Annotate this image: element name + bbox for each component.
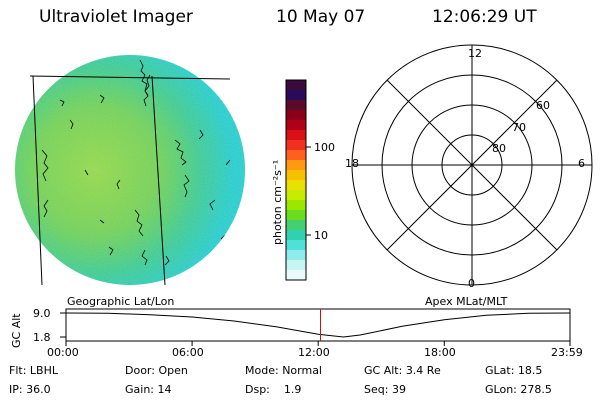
info-door: Door: Open [125, 364, 188, 377]
alt-xtick-label-2359: 23:59 [551, 346, 583, 359]
polar-plot [351, 44, 593, 286]
colorbar-swatch [286, 260, 306, 271]
colorbar-swatch [286, 220, 306, 231]
alt-xtick-label-0600: 06:00 [172, 346, 204, 359]
colorbar-swatch [286, 100, 306, 111]
colorbar-swatch [286, 240, 306, 251]
geo-panel-label: Geographic Lat/Lon [67, 295, 175, 308]
colorbar-frame [285, 79, 307, 281]
colorbar-swatch [286, 190, 306, 201]
mlat-label-60: 60 [536, 99, 550, 112]
info-glat: GLat: 18.5 [485, 364, 543, 377]
alt-xticks [65, 341, 571, 346]
info-flt: Flt: LBHL [9, 364, 58, 377]
colorbar-swatch [286, 250, 306, 261]
info-gain: Gain: 14 [125, 383, 172, 396]
mlt-label-12: 12 [468, 47, 482, 60]
alt-strip-frame [65, 308, 571, 342]
colorbar-swatch [286, 110, 306, 121]
info-gc-alt: GC Alt: 3.4 Re [364, 364, 441, 377]
mlat-label-80: 80 [492, 142, 506, 155]
colorbar-swatch [286, 90, 306, 101]
mlt-label-0: 0 [468, 277, 475, 290]
colorbar-swatch [286, 160, 306, 171]
meridian-line-west [32, 75, 43, 286]
meridian-line-east [151, 75, 166, 286]
alt-xtick-label-1800: 18:00 [424, 346, 456, 359]
colorbar-swatch [286, 140, 306, 151]
mlt-label-6: 6 [578, 157, 585, 170]
colorbar-swatch [286, 210, 306, 221]
colorbar-swatch [286, 170, 306, 181]
colorbar-swatch [286, 150, 306, 161]
time-label: 12:06:29 UT [432, 7, 537, 27]
colorbar-unit-label: photon cm⁻²s⁻¹ [271, 159, 284, 245]
coastline-overlay [41, 59, 231, 266]
info-dsp: Dsp: 1.9 [245, 383, 302, 396]
alt-ytick-label-9: 9.0 [33, 307, 51, 320]
colorbar-swatch [286, 270, 306, 281]
uv-image-disk [15, 55, 245, 286]
alt-ytick-label-1-8: 1.8 [33, 331, 51, 344]
info-ip: IP: 36.0 [9, 383, 51, 396]
instrument-title: Ultraviolet Imager [39, 7, 193, 27]
mlt-label-18: 18 [345, 157, 359, 170]
colorbar-swatch [286, 200, 306, 211]
alt-xtick-label-1200: 12:00 [298, 346, 330, 359]
date-label: 10 May 07 [276, 7, 366, 27]
colorbar-swatch [286, 180, 306, 191]
mlat-label-70: 70 [512, 121, 526, 134]
colorbar-swatch [286, 120, 306, 131]
latitude-line [29, 75, 231, 80]
colorbar-swatch [286, 80, 306, 91]
info-mode: Mode: Normal [245, 364, 322, 377]
info-seq: Seq: 39 [364, 383, 406, 396]
polar-panel-label: Apex MLat/MLT [425, 295, 508, 308]
colorbar-swatch [286, 230, 306, 241]
info-glon: GLon: 278.5 [485, 383, 552, 396]
alt-ylabel: GC Alt [10, 313, 23, 348]
colorbar [286, 80, 306, 281]
colorbar-label-10: 10 [314, 229, 328, 242]
alt-xtick-label-0000: 00:00 [47, 346, 79, 359]
altitude-curve [65, 312, 570, 338]
polar-diagonal-2 [386, 79, 558, 251]
colorbar-swatch [286, 130, 306, 141]
colorbar-label-100: 100 [314, 141, 335, 154]
